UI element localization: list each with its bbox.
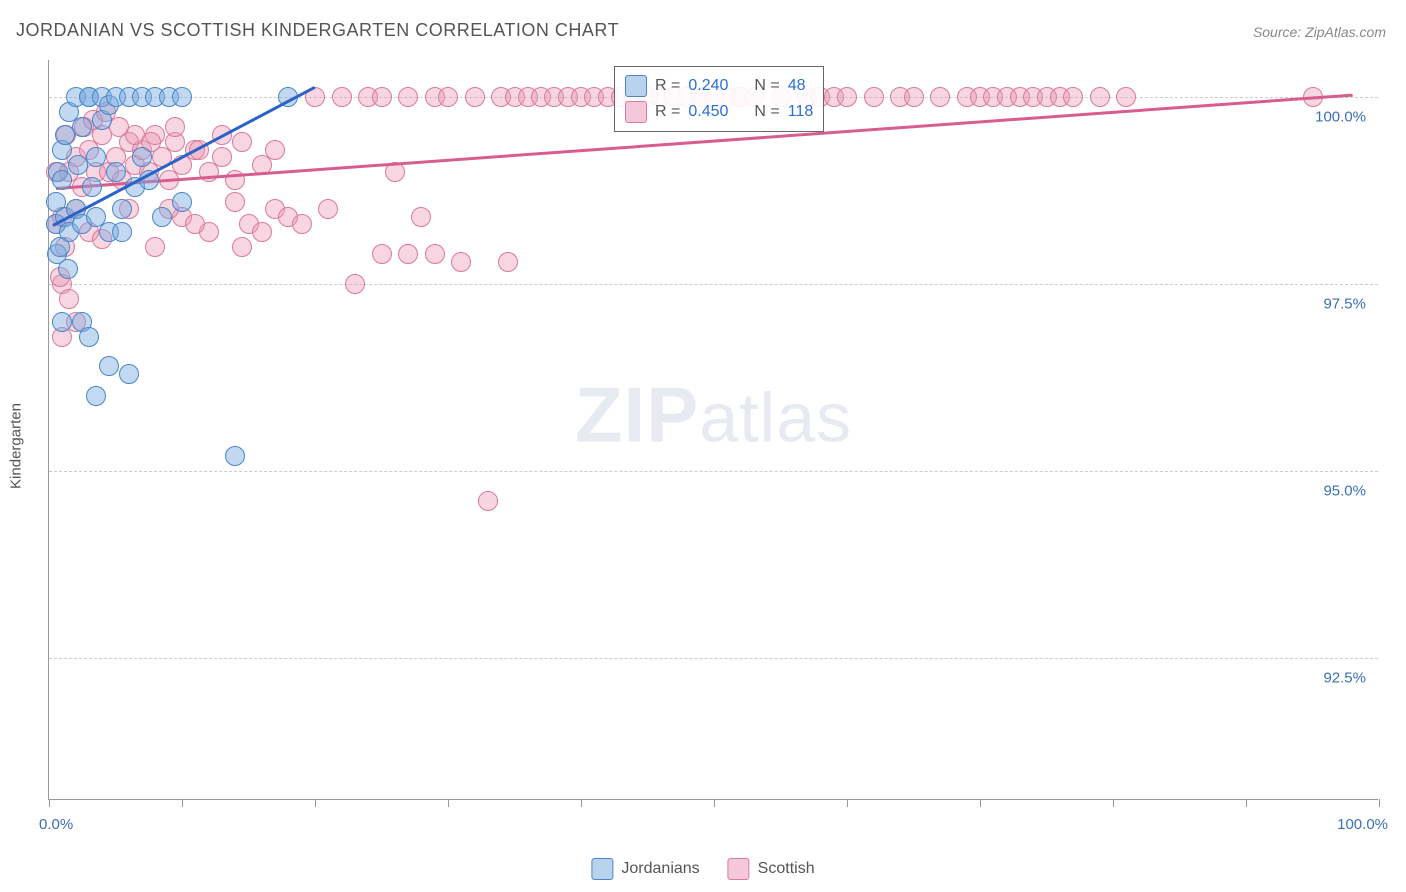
- jordanians-point: [172, 87, 192, 107]
- scottish-point: [318, 199, 338, 219]
- x-tick: [315, 799, 316, 807]
- jordanians-point: [86, 147, 106, 167]
- scottish-point: [425, 244, 445, 264]
- scottish-point: [265, 140, 285, 160]
- jordanians-point: [52, 312, 72, 332]
- scottish-point: [478, 491, 498, 511]
- y-tick-label: 92.5%: [1323, 669, 1366, 686]
- chart-title: JORDANIAN VS SCOTTISH KINDERGARTEN CORRE…: [16, 20, 619, 41]
- jordanians-point: [82, 177, 102, 197]
- jordanians-point: [132, 147, 152, 167]
- x-tick: [1379, 799, 1380, 807]
- chart-container: JORDANIAN VS SCOTTISH KINDERGARTEN CORRE…: [0, 0, 1406, 892]
- scottish-point: [411, 207, 431, 227]
- plot-area: 0.0% 100.0% 92.5%95.0%97.5%100.0% ZIPatl…: [48, 60, 1378, 800]
- scottish-point: [904, 87, 924, 107]
- jordanians-point: [58, 259, 78, 279]
- y-tick-label: 95.0%: [1323, 483, 1366, 500]
- x-axis-max-label: 100.0%: [1337, 816, 1388, 833]
- scottish-point: [1063, 87, 1083, 107]
- jordanians-point: [106, 162, 126, 182]
- legend-row-jordanians: R = 0.240 N = 48: [625, 73, 813, 99]
- jordanians-point: [52, 170, 72, 190]
- scottish-point: [398, 87, 418, 107]
- jordanians-point: [172, 192, 192, 212]
- scottish-swatch-icon: [728, 858, 750, 880]
- correlation-legend: R = 0.240 N = 48 R = 0.450 N = 118: [614, 66, 824, 132]
- y-axis-label: Kindergarten: [8, 403, 25, 489]
- x-tick: [847, 799, 848, 807]
- series-legend: Jordanians Scottish: [591, 858, 814, 880]
- x-tick: [49, 799, 50, 807]
- scottish-swatch: [625, 101, 647, 123]
- scottish-point: [372, 87, 392, 107]
- scottish-point: [252, 222, 272, 242]
- scottish-point: [864, 87, 884, 107]
- jordanians-point: [50, 237, 70, 257]
- x-axis-min-label: 0.0%: [39, 816, 73, 833]
- jordanians-point: [152, 207, 172, 227]
- x-tick: [1113, 799, 1114, 807]
- jordanians-point: [99, 356, 119, 376]
- gridline: [49, 471, 1378, 472]
- jordanians-point: [119, 364, 139, 384]
- scottish-point: [332, 87, 352, 107]
- scottish-point: [438, 87, 458, 107]
- scottish-point: [498, 252, 518, 272]
- scottish-point: [185, 214, 205, 234]
- jordanians-point: [225, 446, 245, 466]
- scottish-point: [465, 87, 485, 107]
- scottish-point: [145, 237, 165, 257]
- gridline: [49, 284, 1378, 285]
- scottish-point: [212, 147, 232, 167]
- jordanians-swatch: [625, 75, 647, 97]
- jordanians-point: [79, 327, 99, 347]
- scottish-point: [451, 252, 471, 272]
- x-tick: [980, 799, 981, 807]
- scottish-point: [59, 289, 79, 309]
- source-label: Source: ZipAtlas.com: [1253, 24, 1386, 40]
- scottish-point: [1116, 87, 1136, 107]
- jordanians-swatch-icon: [591, 858, 613, 880]
- jordanians-point: [86, 386, 106, 406]
- scottish-point: [837, 87, 857, 107]
- legend-item-scottish: Scottish: [728, 858, 815, 880]
- x-tick: [581, 799, 582, 807]
- scottish-point: [292, 214, 312, 234]
- jordanians-point: [112, 199, 132, 219]
- jordanians-point: [72, 117, 92, 137]
- legend-item-jordanians: Jordanians: [591, 858, 699, 880]
- watermark: ZIPatlas: [575, 369, 852, 460]
- scottish-point: [398, 244, 418, 264]
- gridline: [49, 658, 1378, 659]
- scottish-point: [930, 87, 950, 107]
- x-tick: [448, 799, 449, 807]
- x-tick: [1246, 799, 1247, 807]
- legend-row-scottish: R = 0.450 N = 118: [625, 99, 813, 125]
- y-tick-label: 100.0%: [1315, 109, 1366, 126]
- scottish-point: [1090, 87, 1110, 107]
- y-tick-label: 97.5%: [1323, 296, 1366, 313]
- scottish-point: [225, 192, 245, 212]
- x-tick: [714, 799, 715, 807]
- jordanians-point: [112, 222, 132, 242]
- scottish-point: [165, 117, 185, 137]
- scottish-point: [345, 274, 365, 294]
- scottish-point: [372, 244, 392, 264]
- x-tick: [182, 799, 183, 807]
- scottish-point: [232, 132, 252, 152]
- scottish-point: [232, 237, 252, 257]
